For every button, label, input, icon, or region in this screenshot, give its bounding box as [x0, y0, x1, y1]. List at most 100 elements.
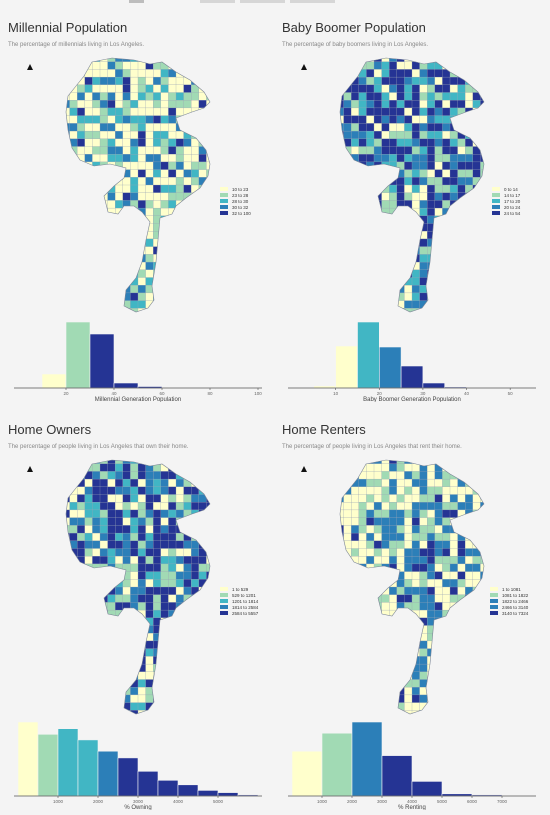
census-tract[interactable]: [465, 192, 474, 201]
census-tract[interactable]: [442, 625, 451, 634]
census-tract[interactable]: [427, 100, 436, 109]
census-tract[interactable]: [175, 138, 184, 147]
census-tract[interactable]: [206, 478, 214, 488]
census-tract[interactable]: [206, 223, 214, 232]
census-tract[interactable]: [92, 223, 101, 232]
census-tract[interactable]: [115, 602, 124, 611]
census-tract[interactable]: [434, 509, 443, 518]
census-tract[interactable]: [77, 207, 86, 217]
census-tract[interactable]: [381, 238, 390, 247]
census-tract[interactable]: [84, 525, 93, 534]
census-tract[interactable]: [373, 509, 382, 518]
census-tract[interactable]: [480, 640, 488, 649]
census-tract[interactable]: [183, 277, 192, 286]
census-tract[interactable]: [153, 161, 162, 170]
census-tract[interactable]: [84, 261, 93, 271]
census-tract[interactable]: [442, 146, 451, 155]
census-tract[interactable]: [404, 556, 413, 565]
census-tract[interactable]: [442, 184, 451, 194]
census-tract[interactable]: [175, 548, 184, 557]
census-tract[interactable]: [381, 246, 390, 255]
census-tract[interactable]: [206, 300, 214, 309]
census-tract[interactable]: [198, 710, 207, 718]
census-tract[interactable]: [358, 494, 367, 503]
census-tract[interactable]: [69, 586, 78, 596]
census-tract[interactable]: [99, 246, 108, 255]
census-tract[interactable]: [373, 246, 382, 255]
census-tract[interactable]: [449, 609, 458, 619]
census-tract[interactable]: [336, 161, 344, 170]
census-tract[interactable]: [206, 463, 214, 472]
census-tract[interactable]: [434, 123, 443, 132]
census-tract[interactable]: [442, 261, 451, 271]
census-tract[interactable]: [404, 177, 413, 186]
census-tract[interactable]: [145, 154, 154, 163]
census-tract[interactable]: [396, 525, 405, 534]
census-tract[interactable]: [206, 694, 214, 703]
census-tract[interactable]: [206, 308, 214, 316]
census-tract[interactable]: [92, 494, 101, 503]
census-tract[interactable]: [404, 671, 413, 680]
census-tract[interactable]: [434, 486, 443, 495]
census-tract[interactable]: [191, 169, 200, 178]
census-tract[interactable]: [99, 169, 108, 178]
census-tract[interactable]: [206, 710, 214, 718]
census-tract[interactable]: [130, 579, 139, 588]
census-tract[interactable]: [373, 648, 382, 657]
census-tract[interactable]: [343, 656, 352, 665]
census-tract[interactable]: [107, 556, 116, 565]
census-tract[interactable]: [457, 633, 466, 642]
census-tract[interactable]: [343, 277, 352, 286]
census-tract[interactable]: [183, 246, 192, 255]
census-tract[interactable]: [77, 586, 86, 596]
census-tract[interactable]: [206, 656, 214, 665]
census-tract[interactable]: [389, 231, 398, 240]
census-tract[interactable]: [175, 100, 184, 109]
census-tract[interactable]: [84, 177, 93, 186]
census-tract[interactable]: [183, 184, 192, 194]
census-tract[interactable]: [77, 169, 86, 178]
census-tract[interactable]: [351, 192, 360, 201]
census-tract[interactable]: [107, 254, 116, 263]
census-tract[interactable]: [122, 215, 131, 224]
census-tract[interactable]: [183, 254, 192, 263]
census-tract[interactable]: [396, 579, 405, 588]
census-tract[interactable]: [206, 532, 214, 542]
census-tract[interactable]: [77, 633, 86, 642]
census-tract[interactable]: [449, 177, 458, 186]
census-tract[interactable]: [411, 671, 420, 680]
census-tract[interactable]: [183, 54, 192, 63]
census-tract[interactable]: [145, 308, 154, 316]
census-tract[interactable]: [160, 54, 169, 63]
census-tract[interactable]: [183, 161, 192, 170]
census-tract[interactable]: [336, 292, 344, 301]
census-tract[interactable]: [168, 100, 177, 109]
census-tract[interactable]: [373, 308, 382, 316]
census-tract[interactable]: [465, 694, 474, 703]
census-tract[interactable]: [373, 69, 382, 78]
census-tract[interactable]: [206, 617, 214, 626]
histogram-bar[interactable]: [89, 333, 115, 389]
census-tract[interactable]: [449, 663, 458, 673]
census-tract[interactable]: [84, 640, 93, 649]
census-tract[interactable]: [343, 694, 352, 703]
census-tract[interactable]: [168, 238, 177, 247]
census-tract[interactable]: [175, 532, 184, 542]
census-tract[interactable]: [206, 161, 214, 170]
census-tract[interactable]: [130, 107, 139, 116]
census-tract[interactable]: [130, 215, 139, 224]
census-tract[interactable]: [130, 308, 139, 316]
census-tract[interactable]: [404, 602, 413, 611]
census-tract[interactable]: [336, 710, 344, 718]
census-tract[interactable]: [77, 54, 86, 63]
census-tract[interactable]: [107, 663, 116, 673]
census-tract[interactable]: [198, 69, 207, 78]
census-tract[interactable]: [457, 648, 466, 657]
census-tract[interactable]: [183, 92, 192, 101]
census-tract[interactable]: [99, 694, 108, 703]
histogram-bar[interactable]: [291, 750, 323, 797]
census-tract[interactable]: [77, 269, 86, 278]
census-tract[interactable]: [465, 154, 474, 163]
census-tract[interactable]: [92, 602, 101, 611]
census-tract[interactable]: [183, 640, 192, 649]
